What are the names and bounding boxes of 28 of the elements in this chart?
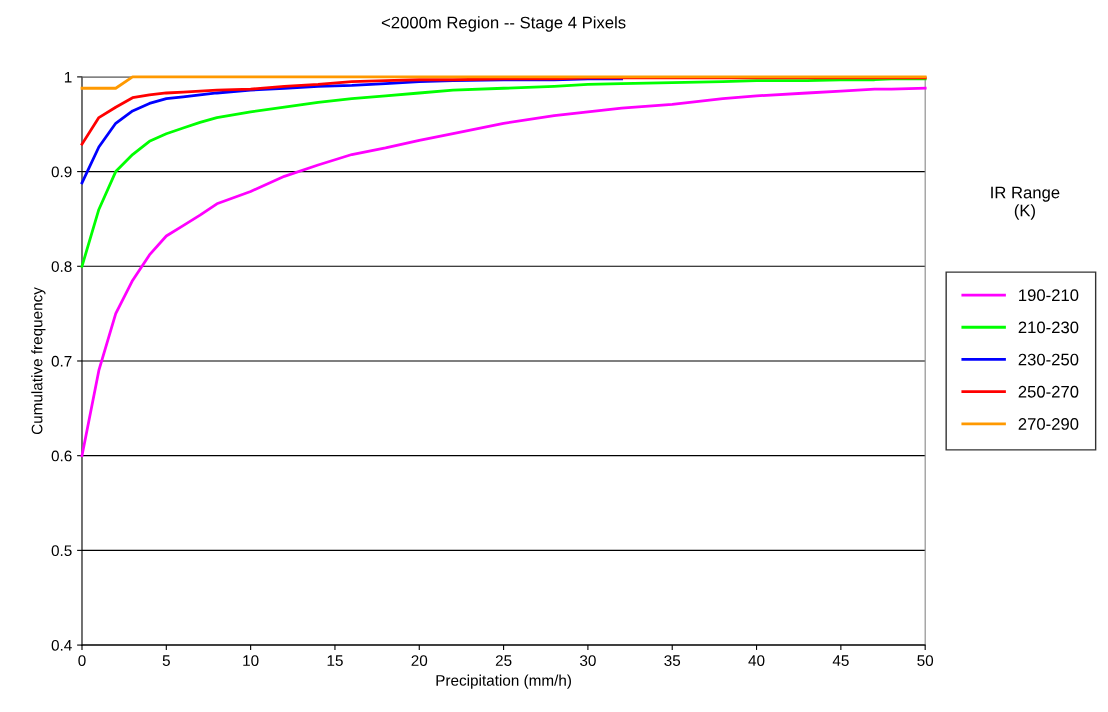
y-axis-title: Cumulative frequency bbox=[31, 287, 46, 435]
x-tick-label: 20 bbox=[411, 655, 428, 667]
y-tick-label: 0.7 bbox=[51, 355, 72, 367]
legend-label: 190-210 bbox=[1019, 289, 1079, 302]
legend-label: 210-230 bbox=[1018, 321, 1079, 334]
x-axis-title: Precipitation (mm/h) bbox=[436, 674, 571, 689]
legend-label: 250-270 bbox=[1018, 385, 1079, 398]
x-tick-label: 50 bbox=[917, 655, 934, 667]
x-tick-label: 10 bbox=[243, 655, 259, 667]
y-tick-label: 0.5 bbox=[51, 545, 72, 557]
x-tick-label: 5 bbox=[162, 655, 170, 667]
legend-label: 270-290 bbox=[1018, 418, 1079, 430]
legend-title: IR Range (K) bbox=[991, 186, 1060, 220]
line-series bbox=[80, 86, 927, 458]
y-tick-label: 0.8 bbox=[51, 261, 72, 272]
x-tick-label: 40 bbox=[748, 655, 765, 667]
y-tick-label: 0.9 bbox=[51, 166, 72, 178]
y-tick-label: 0.4 bbox=[51, 639, 72, 651]
x-tick-label: 15 bbox=[327, 655, 343, 667]
y-tick-label: 0.6 bbox=[51, 450, 72, 462]
x-tick-label: 25 bbox=[495, 655, 512, 667]
x-tick-label: 30 bbox=[579, 655, 596, 667]
legend-label: 230-250 bbox=[1018, 353, 1079, 366]
y-tick-label: 1 bbox=[64, 71, 72, 83]
x-tick-label: 35 bbox=[664, 655, 681, 667]
x-tick-label: 45 bbox=[832, 655, 849, 667]
x-tick-label: 0 bbox=[78, 655, 86, 667]
chart-title: <2000m Region -- Stage 4 Pixels bbox=[381, 16, 626, 32]
